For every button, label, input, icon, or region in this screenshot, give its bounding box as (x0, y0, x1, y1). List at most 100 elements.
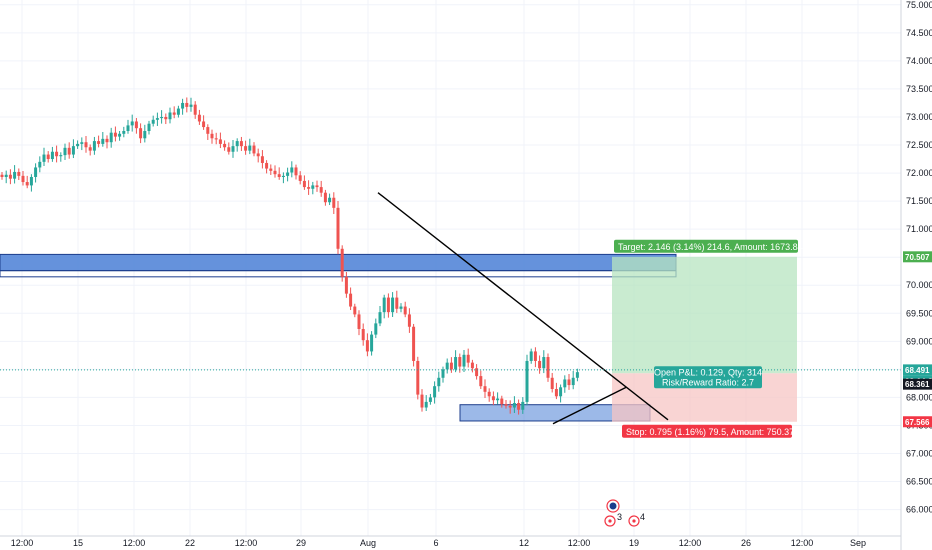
candle-body (67, 147, 71, 155)
candle-body (365, 340, 369, 352)
target-label-bg (614, 239, 798, 253)
y-tick-label: 72.000 (906, 168, 932, 178)
profit-area (612, 256, 797, 374)
overlay: Target: 2.146 (3.14%) 214.6, Amount: 167… (0, 192, 901, 527)
y-tick-label: 74.000 (906, 56, 932, 66)
price-tag: 70.507 (905, 253, 930, 262)
y-tick-label: 67.000 (906, 449, 932, 459)
candle-body (235, 141, 239, 147)
candle-body (4, 174, 8, 177)
y-axis[interactable]: 75.000 74.500 74.000 73.500 73.000 72.500 72.0… (900, 0, 932, 550)
candle-body (210, 133, 214, 139)
y-tick-label: 71.500 (906, 196, 932, 206)
candle-body (13, 171, 17, 179)
zones (0, 253, 797, 422)
candle-body (155, 118, 159, 120)
x-tick-label: 12:00 (11, 538, 34, 548)
candle-body (336, 207, 340, 249)
candle-body (218, 139, 222, 144)
candle-body (8, 174, 12, 179)
price-tag: 68.491 (905, 366, 930, 375)
candle-body (353, 306, 357, 315)
price-tag-bg (903, 378, 932, 390)
candle-body (517, 403, 521, 410)
y-tick-label: 72.500 (906, 140, 932, 150)
candle-body (483, 386, 487, 392)
candle-body (101, 138, 105, 144)
y-tick-label: 71.000 (906, 224, 932, 234)
candle-body (29, 176, 33, 186)
candle-body (181, 102, 185, 109)
price-tag-bg (903, 416, 932, 428)
candle-body (538, 360, 542, 369)
x-tick-label: 29 (296, 538, 306, 548)
candle-body (286, 172, 290, 176)
candle-body (256, 153, 260, 157)
candle-body (239, 141, 243, 147)
candle-body (298, 175, 302, 181)
x-tick-label: 12:00 (568, 538, 591, 548)
y-tick-label: 68.000 (906, 392, 932, 402)
candle-body (454, 357, 458, 370)
candle-body (17, 171, 21, 176)
candle-body (487, 391, 491, 397)
candle-body (349, 293, 353, 307)
candle-body (231, 146, 235, 152)
candle-body (130, 121, 134, 126)
candle-body (407, 314, 411, 327)
x-tick-label: 12:00 (791, 538, 814, 548)
x-axis[interactable]: 12:00 15 12:00 22 12:00 29 Aug 6 12 12:00 19 12:00 2… (0, 535, 901, 548)
candle-body (546, 357, 550, 378)
candle-body (248, 145, 252, 151)
candle-body (449, 362, 453, 370)
candle-body (118, 133, 122, 137)
candle-body (567, 379, 571, 386)
candle-body (168, 112, 172, 120)
candle-body (374, 323, 378, 335)
candle-body (563, 379, 567, 388)
pnl-label: Open P&L: 0.129, Qty: 314 (654, 367, 762, 377)
candle-body (491, 396, 495, 401)
candle-body (176, 108, 180, 115)
candle-body (445, 362, 449, 370)
earnings-event-dot (608, 519, 612, 523)
event-count: 3 (617, 512, 622, 522)
candle-body (403, 306, 407, 315)
candle-body (46, 154, 50, 160)
candle-body (172, 112, 176, 115)
y-tick-label: 73.000 (906, 112, 932, 122)
x-tick-label: 12:00 (123, 538, 146, 548)
candle-body (479, 376, 483, 387)
candle-body (147, 123, 151, 131)
pnl-label-bg (654, 366, 762, 389)
y-tick-label: 73.500 (906, 84, 932, 94)
price-tag: 67.566 (905, 418, 930, 427)
candle-body (88, 147, 92, 151)
candle-body (332, 197, 336, 208)
candle-body (139, 128, 143, 139)
candle-body (0, 174, 4, 177)
candle-body (302, 180, 306, 188)
candles (0, 97, 579, 415)
candle-body (307, 187, 311, 189)
candle-body (391, 297, 395, 313)
candle-body (412, 326, 416, 361)
candle-body (315, 185, 319, 188)
candle-body (319, 187, 323, 193)
candle-body (84, 142, 88, 148)
candle-body (214, 138, 218, 140)
candle-body (97, 141, 101, 144)
candle-body (76, 143, 80, 147)
candle-body (105, 138, 109, 143)
candle-body (420, 394, 424, 408)
candle-body (542, 357, 546, 369)
candle-body (344, 276, 348, 294)
candle-body (143, 131, 147, 139)
candle-body (206, 127, 210, 134)
candle-body (328, 197, 332, 203)
candle-body (122, 131, 126, 134)
x-tick-label: Aug (360, 538, 376, 548)
candle-body (21, 175, 25, 183)
candle-body (521, 401, 525, 410)
